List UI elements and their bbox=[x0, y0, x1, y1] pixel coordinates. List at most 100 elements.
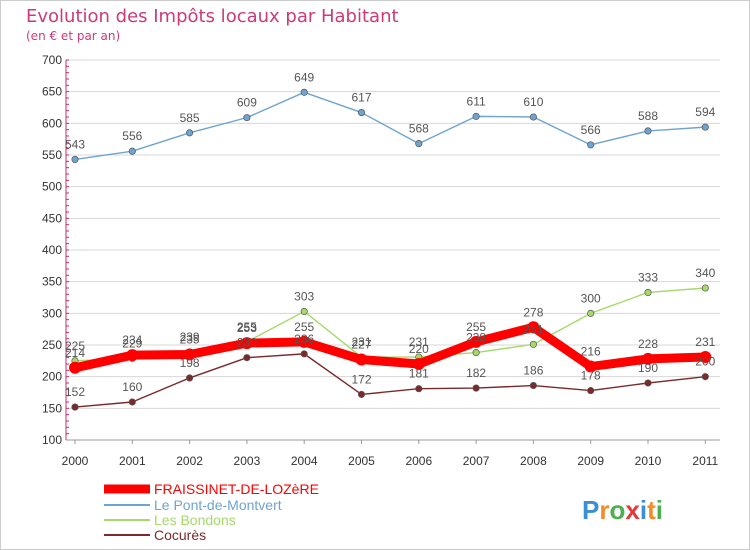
data-label: 234 bbox=[122, 333, 142, 347]
data-label: 198 bbox=[180, 356, 200, 370]
data-label: 617 bbox=[351, 91, 371, 105]
data-label: 333 bbox=[638, 270, 658, 284]
data-point bbox=[529, 381, 537, 390]
y-tick-label: 550 bbox=[42, 148, 62, 162]
axes: 100 150 200 250 300 350 400 450 500 550 600 650 700 2… bbox=[42, 53, 720, 468]
data-point bbox=[587, 387, 595, 395]
y-tick-label: 150 bbox=[42, 401, 62, 415]
x-tick-label: 2007 bbox=[463, 454, 490, 468]
x-tick-label: 2005 bbox=[348, 454, 375, 468]
data-point bbox=[415, 385, 423, 393]
data-point bbox=[587, 309, 595, 317]
data-point bbox=[186, 129, 194, 137]
grid bbox=[66, 59, 720, 441]
data-label: 566 bbox=[581, 123, 601, 137]
data-label: 214 bbox=[65, 346, 85, 360]
x-tick-label: 2006 bbox=[405, 454, 432, 468]
data-point bbox=[644, 379, 652, 387]
data-label: 178 bbox=[581, 369, 601, 383]
x-tick-label: 2002 bbox=[176, 454, 203, 468]
proxiti-logo: Proxiti bbox=[582, 495, 663, 525]
data-label: 278 bbox=[523, 305, 543, 319]
data-point bbox=[472, 349, 480, 357]
data-point bbox=[529, 113, 537, 121]
data-label: 609 bbox=[237, 96, 257, 110]
y-tick-label: 500 bbox=[42, 180, 62, 194]
data-label: 190 bbox=[638, 361, 658, 375]
x-tick-label: 2003 bbox=[234, 454, 261, 468]
y-tick-label: 400 bbox=[42, 243, 62, 257]
legend-label-1: Le Pont-de-Montvert bbox=[154, 497, 282, 513]
series-3 bbox=[71, 350, 709, 411]
data-label: 253 bbox=[237, 321, 257, 335]
data-label: 255 bbox=[237, 320, 257, 334]
data-label: 235 bbox=[180, 333, 200, 347]
data-point bbox=[71, 155, 79, 163]
data-point bbox=[186, 374, 194, 382]
series-group bbox=[69, 88, 712, 411]
data-label: 229 bbox=[122, 336, 142, 350]
data-label: 568 bbox=[409, 122, 429, 136]
data-point bbox=[71, 403, 79, 411]
data-label: 585 bbox=[180, 111, 200, 125]
data-point bbox=[300, 307, 308, 315]
series-1 bbox=[71, 88, 709, 163]
data-label: 182 bbox=[466, 366, 486, 380]
series-line-1 bbox=[74, 91, 706, 161]
data-label: 611 bbox=[467, 94, 486, 108]
data-label: 610 bbox=[523, 95, 543, 109]
data-label: 303 bbox=[294, 289, 314, 303]
data-label: 255 bbox=[466, 320, 486, 334]
data-point bbox=[415, 140, 423, 148]
data-label: 181 bbox=[409, 367, 429, 381]
data-point bbox=[300, 88, 308, 96]
data-point bbox=[128, 398, 136, 406]
data-point bbox=[357, 109, 366, 117]
y-tick-label: 200 bbox=[42, 370, 62, 384]
y-tick-label: 350 bbox=[42, 275, 62, 289]
y-tick-label: 250 bbox=[42, 338, 62, 352]
data-point bbox=[527, 321, 540, 334]
data-label: 588 bbox=[638, 109, 658, 123]
data-point bbox=[243, 354, 251, 362]
y-tick-label: 450 bbox=[42, 211, 62, 225]
data-point bbox=[126, 349, 139, 362]
y-tick-label: 700 bbox=[42, 53, 62, 67]
x-tick-label: 2000 bbox=[62, 454, 89, 468]
data-label: 186 bbox=[523, 364, 543, 378]
data-point bbox=[587, 141, 595, 149]
data-point bbox=[701, 373, 709, 381]
data-label: 594 bbox=[695, 105, 715, 119]
data-point bbox=[183, 348, 196, 361]
data-point bbox=[240, 337, 253, 350]
data-point bbox=[699, 351, 712, 364]
data-label: 649 bbox=[294, 70, 314, 84]
data-label: 239 bbox=[180, 330, 200, 344]
data-label: 220 bbox=[409, 342, 429, 356]
y-tick-label: 100 bbox=[42, 433, 62, 447]
data-label: 152 bbox=[65, 385, 85, 399]
legend-label-3: Cocurès bbox=[154, 527, 206, 543]
data-point bbox=[243, 114, 251, 122]
data-label: 172 bbox=[351, 372, 371, 386]
data-label: 543 bbox=[65, 137, 85, 151]
data-point bbox=[644, 288, 652, 296]
data-label: 231 bbox=[351, 335, 371, 349]
data-point bbox=[470, 335, 483, 348]
data-point bbox=[298, 335, 311, 348]
data-label: 225 bbox=[65, 339, 85, 353]
chart-title: Evolution des Impôts locaux par Habitant bbox=[26, 6, 399, 27]
data-point bbox=[529, 340, 537, 348]
x-tick-label: 2009 bbox=[577, 454, 604, 468]
data-point bbox=[644, 127, 652, 135]
x-tick-label: 2001 bbox=[119, 454, 146, 468]
legend-label-2: Les Bondons bbox=[154, 512, 236, 528]
data-label: 251 bbox=[523, 322, 543, 336]
data-point bbox=[472, 384, 480, 392]
data-label: 231 bbox=[695, 335, 715, 349]
data-point bbox=[357, 390, 366, 398]
data-point bbox=[472, 112, 480, 120]
x-tick-label: 2010 bbox=[635, 454, 662, 468]
